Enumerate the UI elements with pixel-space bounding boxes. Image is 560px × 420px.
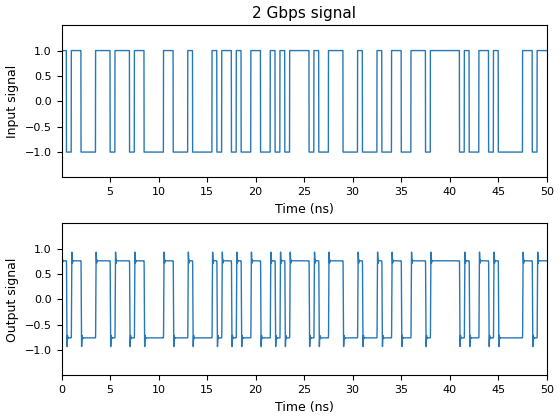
X-axis label: Time (ns): Time (ns)	[275, 401, 334, 414]
Y-axis label: Output signal: Output signal	[6, 257, 19, 341]
Y-axis label: Input signal: Input signal	[6, 65, 19, 138]
Title: 2 Gbps signal: 2 Gbps signal	[252, 6, 356, 21]
X-axis label: Time (ns): Time (ns)	[275, 203, 334, 216]
